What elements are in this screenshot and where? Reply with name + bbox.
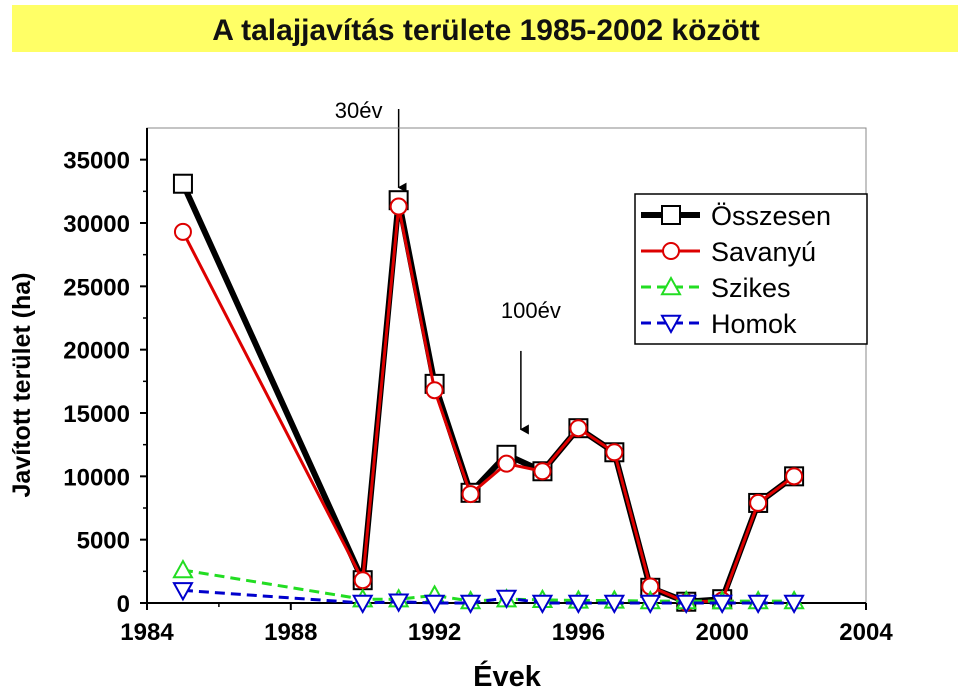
data-point <box>172 582 194 602</box>
y-tick-label: 5000 <box>77 528 130 555</box>
y-tick-label: 15000 <box>63 401 130 428</box>
series-3 <box>172 582 805 615</box>
annotation-label: 30év <box>335 98 383 123</box>
data-point <box>675 594 697 615</box>
x-axis-label: Évek <box>473 659 542 691</box>
data-point <box>747 594 769 615</box>
chart-title: A talajjavítás területe 1985-2002 között <box>212 14 759 47</box>
data-point <box>461 485 480 504</box>
data-point <box>639 594 661 615</box>
data-point <box>567 594 590 615</box>
legend-label: Összesen <box>711 201 831 231</box>
legend-label: Szikes <box>711 273 791 303</box>
x-tick-label: 1992 <box>408 619 461 646</box>
annotation-label: 100év <box>501 298 561 323</box>
data-point <box>173 222 192 241</box>
data-point <box>605 443 624 462</box>
y-tick-label: 30000 <box>63 211 130 238</box>
data-point <box>533 462 552 481</box>
legend-swatch-marker <box>660 275 682 296</box>
data-point <box>172 173 193 194</box>
y-tick-label: 0 <box>117 591 130 618</box>
x-tick-label: 1984 <box>120 619 174 646</box>
data-point <box>603 594 626 615</box>
x-tick-label: 2004 <box>839 619 893 646</box>
data-point <box>172 559 194 579</box>
data-point <box>389 197 408 216</box>
y-tick-label: 35000 <box>63 148 130 175</box>
legend-label: Homok <box>711 309 797 339</box>
x-tick-label: 2000 <box>696 619 749 646</box>
data-point <box>495 589 518 609</box>
data-point <box>783 594 805 615</box>
series-line <box>182 568 795 603</box>
data-point <box>353 571 372 590</box>
data-point <box>785 467 804 486</box>
data-point <box>387 593 410 613</box>
x-tick-label: 1996 <box>552 619 605 646</box>
data-point <box>423 594 446 615</box>
data-point <box>459 594 482 615</box>
legend: Összesen Savanyú Szikes Homok <box>634 193 868 345</box>
y-tick-label: 20000 <box>63 338 130 365</box>
legend-swatch-marker <box>660 314 682 335</box>
data-point <box>749 493 768 512</box>
title-banner <box>12 5 958 52</box>
y-axis-label: Javított terület (ha) <box>8 272 36 497</box>
data-point <box>569 419 588 438</box>
data-point <box>425 381 444 400</box>
data-point <box>531 594 554 615</box>
data-point <box>352 594 374 615</box>
data-point <box>497 454 516 473</box>
legend-swatch-marker <box>661 205 681 225</box>
y-tick-label: 10000 <box>63 464 130 491</box>
legend-label: Savanyú <box>711 237 816 267</box>
data-point <box>711 594 733 615</box>
y-tick-label: 25000 <box>63 274 130 301</box>
legend-swatch-marker <box>662 242 680 260</box>
x-tick-label: 1988 <box>264 619 317 646</box>
